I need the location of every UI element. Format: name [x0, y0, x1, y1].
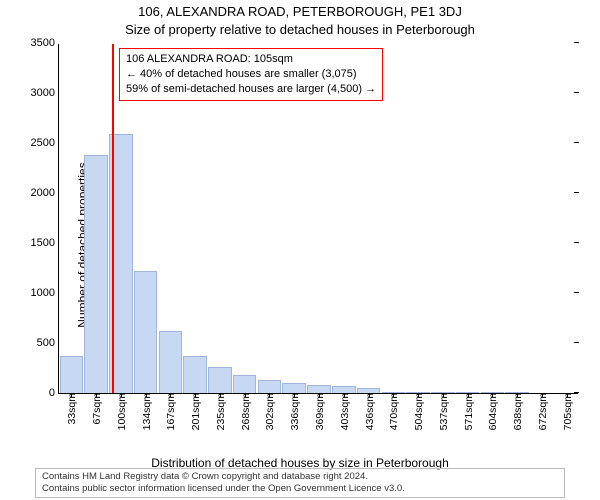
- x-tick-label: 638sqm: [510, 393, 524, 430]
- x-tick-label: 235sqm: [213, 393, 227, 430]
- x-tick-label: 470sqm: [386, 393, 400, 430]
- histogram-bar: [233, 375, 257, 393]
- y-tick-label: 3500: [31, 37, 59, 49]
- y-tick-label: 2500: [31, 137, 59, 149]
- histogram-bar: [332, 386, 356, 393]
- y-tick-mark: [574, 142, 579, 143]
- annotation-line: 106 ALEXANDRA ROAD: 105sqm: [126, 52, 376, 67]
- reference-annotation: 106 ALEXANDRA ROAD: 105sqm ← 40% of deta…: [119, 48, 383, 101]
- x-tick-label: 302sqm: [262, 393, 276, 430]
- y-tick-mark: [574, 192, 579, 193]
- y-tick-mark: [574, 42, 579, 43]
- x-tick-label: 33sqm: [64, 393, 78, 425]
- histogram-bar: [258, 380, 282, 393]
- x-tick-label: 268sqm: [238, 393, 252, 430]
- footer-line: Contains public sector information licen…: [42, 483, 558, 495]
- y-tick-label: 1500: [31, 237, 59, 249]
- y-tick-mark: [574, 242, 579, 243]
- x-tick-label: 201sqm: [188, 393, 202, 430]
- x-tick-label: 167sqm: [163, 393, 177, 430]
- annotation-line: 59% of semi-detached houses are larger (…: [126, 82, 376, 97]
- page-title-line1: 106, ALEXANDRA ROAD, PETERBOROUGH, PE1 3…: [0, 4, 600, 19]
- chart-container: 106, ALEXANDRA ROAD, PETERBOROUGH, PE1 3…: [0, 0, 600, 500]
- footer-attribution: Contains HM Land Registry data © Crown c…: [35, 468, 565, 498]
- y-tick-mark: [574, 292, 579, 293]
- histogram-bar: [208, 367, 232, 393]
- y-tick-mark: [574, 342, 579, 343]
- reference-line: [112, 44, 114, 393]
- histogram-bar: [159, 331, 183, 393]
- x-tick-label: 436sqm: [362, 393, 376, 430]
- histogram-bar: [134, 271, 158, 393]
- x-tick-label: 705sqm: [560, 393, 574, 430]
- y-tick-label: 1000: [31, 287, 59, 299]
- y-tick-label: 3000: [31, 87, 59, 99]
- y-tick-mark: [574, 392, 579, 393]
- footer-line: Contains HM Land Registry data © Crown c…: [42, 471, 558, 483]
- histogram-bar: [60, 356, 84, 393]
- page-title-line2: Size of property relative to detached ho…: [0, 22, 600, 37]
- plot-area: 106 ALEXANDRA ROAD: 105sqm ← 40% of deta…: [58, 44, 578, 394]
- x-tick-label: 571sqm: [461, 393, 475, 430]
- y-tick-label: 2000: [31, 187, 59, 199]
- x-tick-label: 67sqm: [89, 393, 103, 425]
- y-tick-label: 500: [37, 337, 59, 349]
- histogram-bar: [307, 385, 331, 393]
- x-tick-label: 604sqm: [485, 393, 499, 430]
- x-tick-label: 100sqm: [114, 393, 128, 430]
- annotation-line: ← 40% of detached houses are smaller (3,…: [126, 67, 376, 82]
- y-tick-mark: [574, 92, 579, 93]
- x-tick-label: 504sqm: [411, 393, 425, 430]
- y-tick-label: 0: [49, 387, 59, 399]
- histogram-bar: [84, 155, 108, 393]
- histogram-bar: [282, 383, 306, 393]
- x-tick-label: 369sqm: [312, 393, 326, 430]
- x-tick-label: 672sqm: [535, 393, 549, 430]
- x-tick-label: 336sqm: [287, 393, 301, 430]
- x-tick-label: 537sqm: [436, 393, 450, 430]
- x-tick-label: 134sqm: [139, 393, 153, 430]
- histogram-bar: [183, 356, 207, 393]
- x-tick-label: 403sqm: [337, 393, 351, 430]
